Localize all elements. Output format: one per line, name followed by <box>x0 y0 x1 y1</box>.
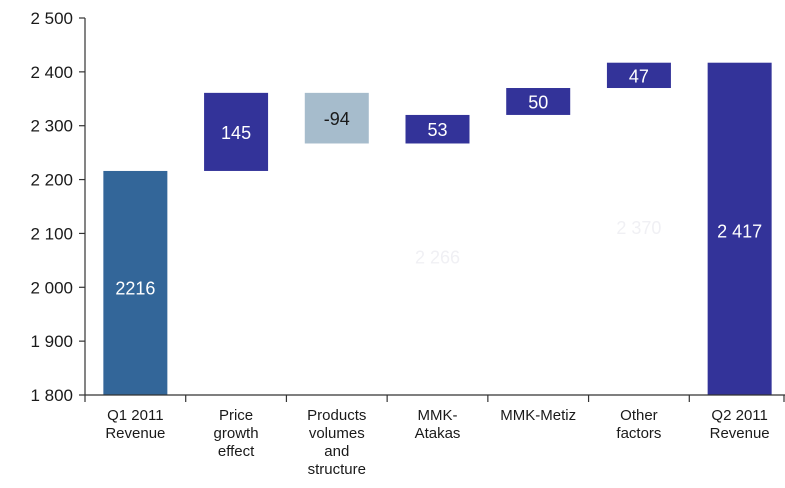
delta-bar <box>304 92 369 144</box>
category-label-line: Q1 2011 <box>107 407 163 424</box>
category-label: Other factors <box>616 407 661 442</box>
category-label-line: and <box>324 443 349 460</box>
y-tick-label: 2 200 <box>30 171 73 190</box>
y-tick-label: 2 300 <box>30 117 73 136</box>
y-tick-label: 2 100 <box>30 224 73 243</box>
category-label: Price growth effect <box>214 407 259 460</box>
total-bar <box>103 170 168 395</box>
bar-value-label: 47 <box>629 66 649 86</box>
y-tick-label: 2 500 <box>30 9 73 28</box>
bars: 2216 145 -94 53 50 47 2 417 <box>103 62 772 396</box>
y-tick-label: 2 000 <box>30 278 73 297</box>
y-tick-label: 1 900 <box>30 332 73 351</box>
bar-value-label: -94 <box>324 109 350 129</box>
category-label: Products volumes and structure <box>307 407 366 478</box>
category-label-line: Price <box>219 407 253 424</box>
category-label-line: Other <box>620 407 658 424</box>
bar-value-label: 145 <box>221 123 251 143</box>
category-label: MMK-Metiz <box>500 407 576 424</box>
bar-value-label: 2 417 <box>717 222 762 242</box>
category-label: Q1 2011 Revenue <box>105 407 165 442</box>
category-label-line: MMK-Metiz <box>500 407 576 424</box>
category-label-line: Revenue <box>105 425 165 442</box>
faint-value-label: 2 370 <box>616 218 661 238</box>
y-tick-label: 1 800 <box>30 386 73 405</box>
ghost-labels: 2 266 2 370 <box>415 218 661 268</box>
total-bar <box>707 62 772 396</box>
bar-value-label: 50 <box>528 92 548 112</box>
bar-value-label: 2216 <box>115 278 155 298</box>
category-label-line: Atakas <box>415 425 461 442</box>
category-label-line: Q2 2011 <box>711 407 767 424</box>
category-label: Q2 2011 Revenue <box>710 407 770 442</box>
delta-bar <box>506 88 571 115</box>
delta-bar <box>606 62 671 89</box>
category-label-line: effect <box>218 443 255 460</box>
category-label: MMK-Atakas <box>415 407 461 442</box>
category-label-line: factors <box>616 425 661 442</box>
category-label-line: structure <box>308 461 366 478</box>
delta-bar <box>204 92 269 171</box>
category-label-line: MMK- <box>418 407 458 424</box>
category-label-line: volumes <box>309 425 365 442</box>
bar-value-label: 53 <box>427 120 447 140</box>
faint-value-label: 2 266 <box>415 248 460 268</box>
delta-bar <box>405 114 470 144</box>
category-label-line: Products <box>307 407 366 424</box>
y-axis: 1 800 1 900 2 000 2 100 2 200 2 300 2 400 2 500 <box>30 9 86 405</box>
category-label-line: Revenue <box>710 425 770 442</box>
y-tick-label: 2 400 <box>30 63 73 82</box>
category-label-line: growth <box>214 425 259 442</box>
